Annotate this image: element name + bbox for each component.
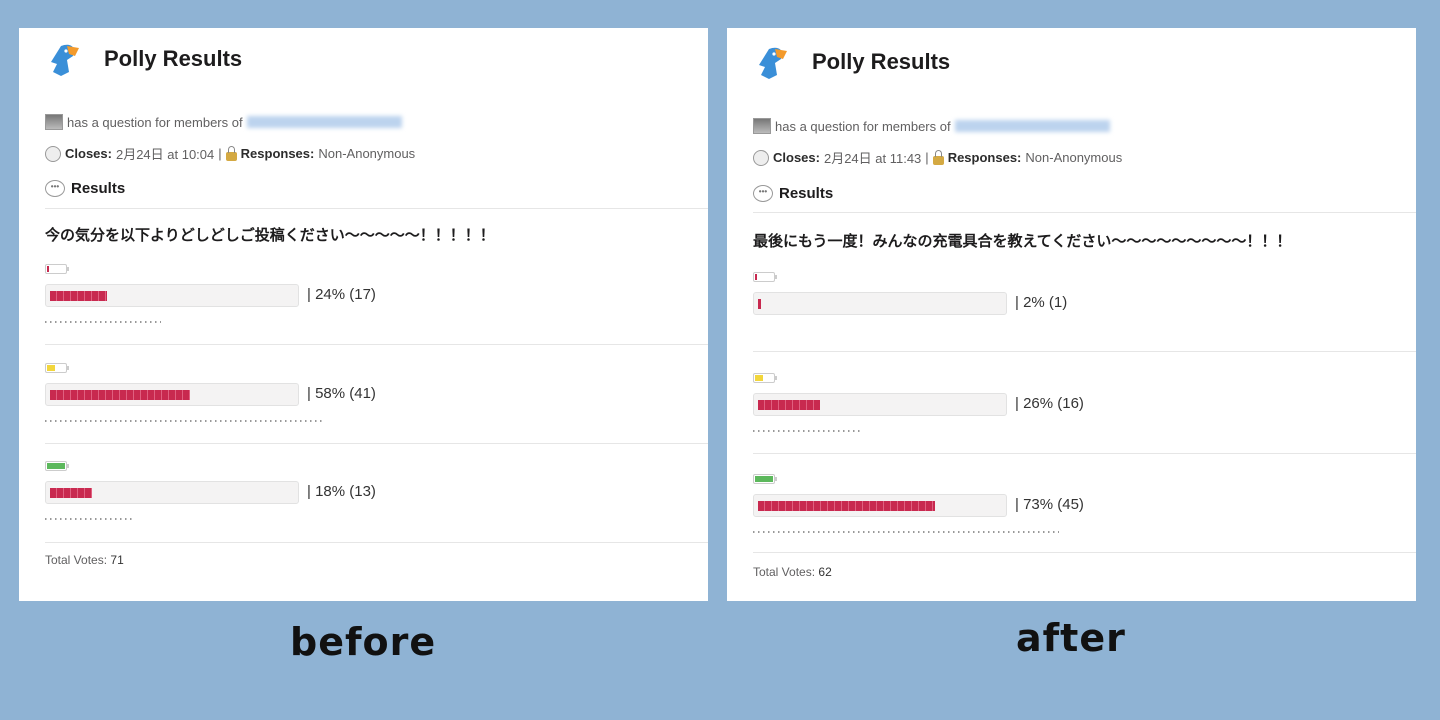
- speech-bubble-icon: •••: [45, 180, 65, 197]
- speech-bubble-icon: •••: [753, 185, 773, 202]
- result-percent-3: | 18% (13): [307, 483, 376, 500]
- battery-mid-icon: [45, 363, 69, 373]
- poll-question: 最後にもう一度！みんなの充電具合を教えてください〜〜〜〜〜〜〜〜〜！！！: [753, 233, 1292, 250]
- results-header: ••• Results: [45, 180, 125, 197]
- poll-card-after: Polly Results has a question for members…: [727, 28, 1416, 601]
- result-bar-fill: [50, 390, 191, 400]
- closes-label: Closes:: [773, 150, 820, 165]
- meta-divider: |: [925, 150, 929, 165]
- responses-value: Non-Anonymous: [1025, 150, 1123, 165]
- total-votes: Total Votes: 62: [753, 565, 832, 579]
- asker-line: has a question for members of: [753, 118, 1110, 134]
- result-percent-2: | 26% (16): [1015, 395, 1084, 412]
- polly-parrot-logo: [759, 47, 787, 79]
- divider: [753, 351, 1416, 352]
- app-title: Polly Results: [104, 46, 243, 71]
- total-votes-value: 62: [818, 565, 832, 579]
- result-bar-fill: [50, 291, 107, 301]
- divider: [45, 542, 708, 543]
- asker-text: has a question for members of: [775, 118, 951, 134]
- result-bar-fill: [758, 299, 761, 309]
- results-label: Results: [779, 185, 834, 202]
- responses-label: Responses:: [947, 150, 1022, 165]
- app-title: Polly Results: [812, 49, 951, 74]
- before-caption: before: [290, 620, 437, 664]
- result-bar-fill: [50, 488, 93, 498]
- divider: [753, 212, 1416, 213]
- result-bar-3: [45, 481, 299, 504]
- poll-card-before: Polly Results has a question for members…: [19, 28, 708, 601]
- closes-value: 2月24日 at 11:43: [823, 151, 922, 166]
- divider: [753, 453, 1416, 454]
- total-votes: Total Votes: 71: [45, 553, 124, 567]
- responses-label: Responses:: [240, 146, 315, 161]
- result-percent-2: | 58% (41): [307, 385, 376, 402]
- responses-value: Non-Anonymous: [318, 146, 416, 161]
- result-bar-1: [753, 292, 1007, 315]
- battery-low-icon: [45, 264, 69, 274]
- meta-divider: |: [218, 146, 222, 161]
- asker-text: has a question for members of: [67, 114, 243, 130]
- results-header: ••• Results: [753, 185, 833, 202]
- result-bar-fill: [758, 501, 935, 511]
- result-bar-fill: [758, 400, 820, 410]
- voter-dots-2[interactable]: [45, 420, 324, 422]
- result-percent-1: | 2% (1): [1015, 294, 1068, 311]
- result-bar-2: [753, 393, 1007, 416]
- result-percent-3: | 73% (45): [1015, 496, 1084, 513]
- clock-icon: [753, 149, 769, 166]
- total-votes-value: 71: [110, 553, 124, 567]
- closes-label: Closes:: [65, 146, 112, 161]
- polly-parrot-logo: [51, 44, 79, 76]
- battery-mid-icon: [753, 373, 777, 383]
- poll-meta-line: Closes: 2月24日 at 11:43 | Responses: Non-…: [753, 148, 1122, 167]
- poll-meta-line: Closes: 2月24日 at 10:04 | Responses: Non-…: [45, 144, 415, 163]
- results-label: Results: [71, 180, 126, 197]
- voter-dots-1[interactable]: [45, 321, 161, 323]
- battery-low-icon: [753, 272, 777, 282]
- battery-full-icon: [45, 461, 69, 471]
- user-avatar: [753, 118, 771, 134]
- lock-icon: [225, 145, 237, 161]
- voter-dots-3[interactable]: [45, 518, 134, 520]
- clock-icon: [45, 145, 61, 162]
- divider: [45, 208, 708, 209]
- battery-full-icon: [753, 474, 777, 484]
- channel-link-redacted[interactable]: [954, 120, 1110, 132]
- voter-dots-2[interactable]: [753, 430, 862, 432]
- channel-link-redacted[interactable]: [246, 116, 402, 128]
- total-votes-label: Total Votes:: [753, 565, 816, 579]
- divider: [45, 344, 708, 345]
- total-votes-label: Total Votes:: [45, 553, 108, 567]
- result-bar-2: [45, 383, 299, 406]
- asker-line: has a question for members of: [45, 114, 402, 130]
- divider: [753, 552, 1416, 553]
- after-caption: after: [1016, 616, 1126, 660]
- closes-value: 2月24日 at 10:04: [115, 147, 215, 162]
- result-percent-1: | 24% (17): [307, 286, 376, 303]
- poll-question: 今の気分を以下よりどしどしご投稿ください〜〜〜〜〜！！！！！: [45, 227, 495, 244]
- result-bar-3: [753, 494, 1007, 517]
- lock-icon: [932, 149, 944, 165]
- voter-dots-3[interactable]: [753, 531, 1059, 533]
- divider: [45, 443, 708, 444]
- user-avatar: [45, 114, 63, 130]
- result-bar-1: [45, 284, 299, 307]
